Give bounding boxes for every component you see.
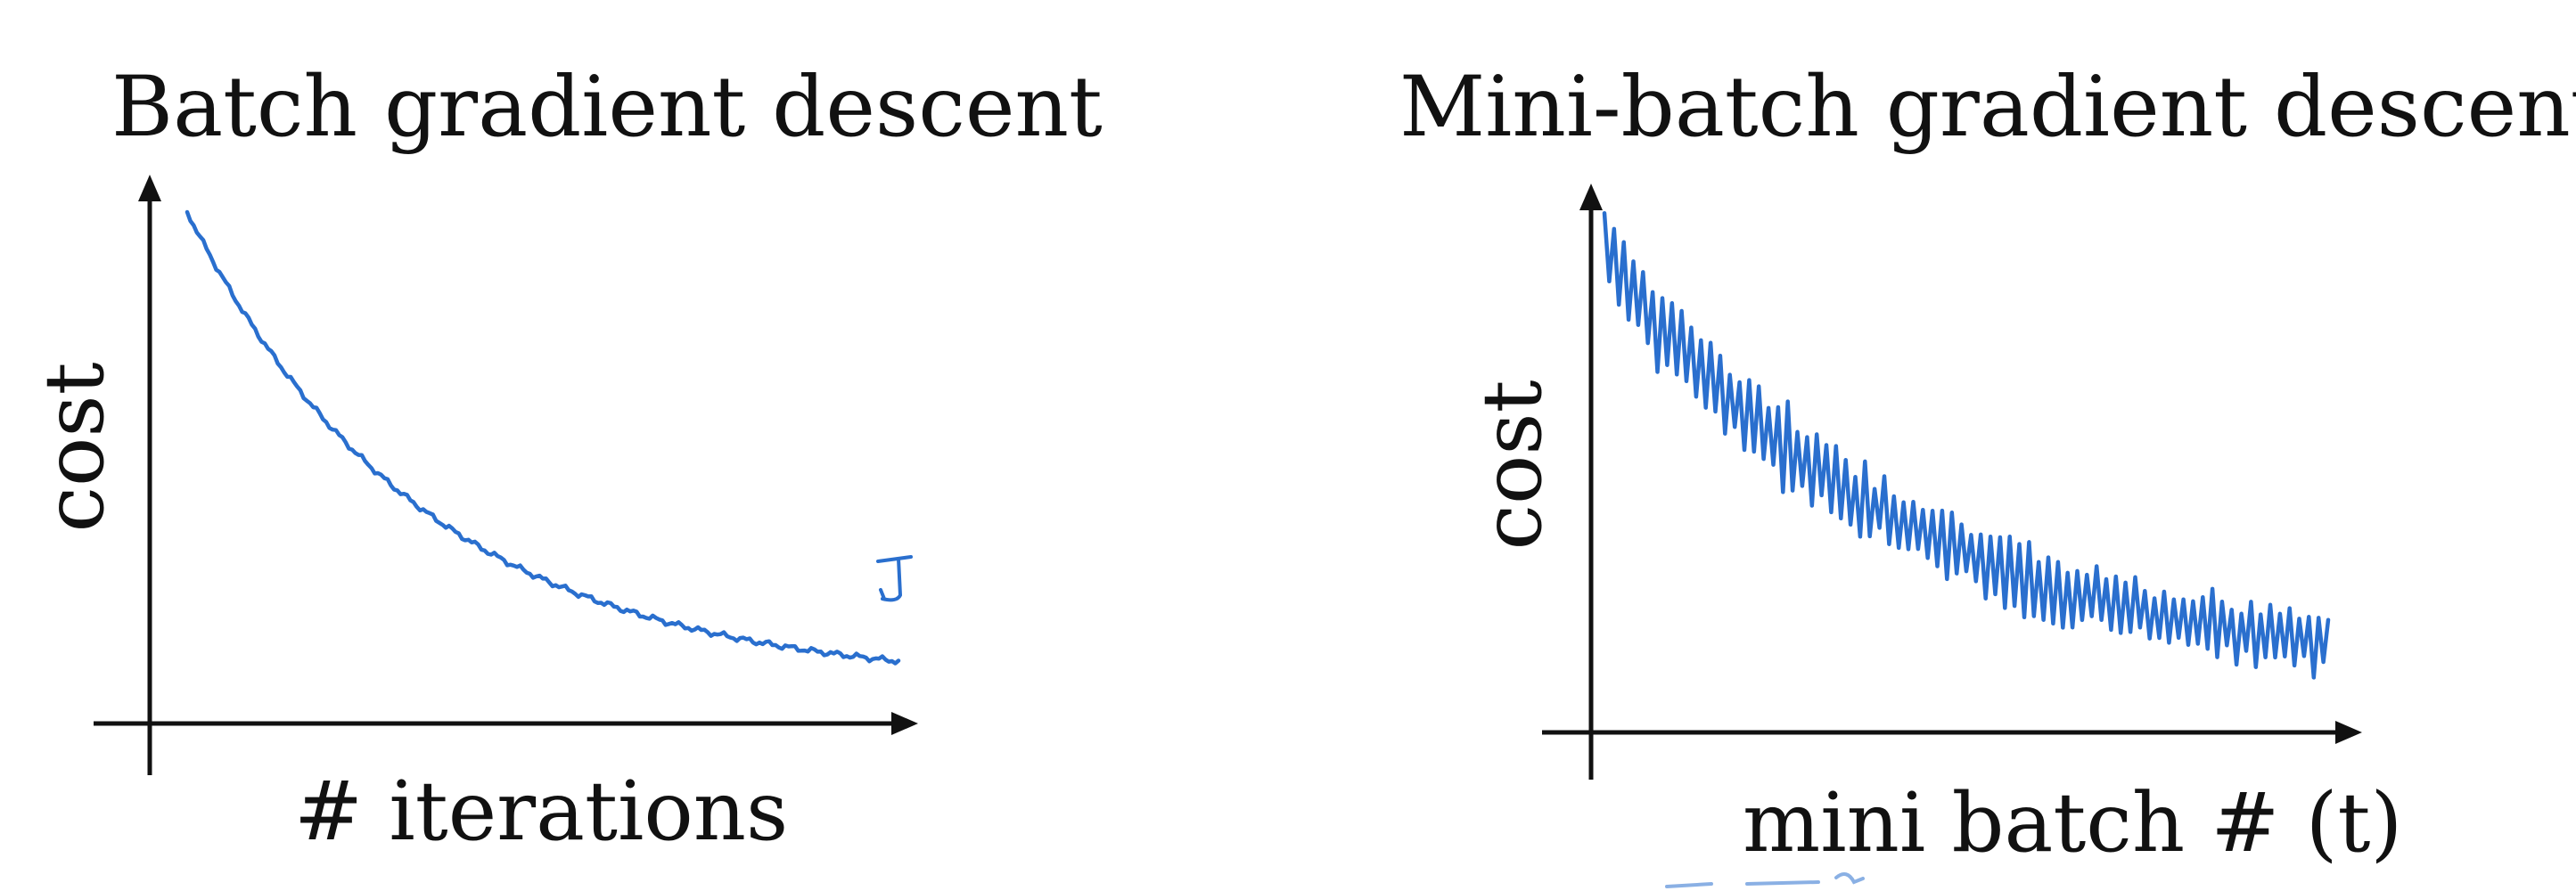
- batch-title: Batch gradient descent: [111, 59, 1103, 156]
- cost-j-annotation: J: [876, 555, 913, 602]
- batch-y-axis-arrowhead: [138, 175, 161, 201]
- minibatch-cost-curve: [1602, 210, 2331, 680]
- minibatch-y-label: cost: [1464, 380, 1560, 550]
- batch-x-label: # iterations: [294, 764, 788, 859]
- batch-y-label: cost: [27, 362, 122, 532]
- batch-panel: Batch gradient descent cost # iterations…: [27, 59, 1103, 859]
- minibatch-x-label: mini batch # (t): [1743, 775, 2402, 871]
- batch-x-axis-arrowhead: [891, 712, 918, 735]
- handwritten-scribble-partial: [1665, 872, 1865, 888]
- minibatch-title: Mini-batch gradient descent: [1399, 59, 2576, 156]
- minibatch-panel: Mini-batch gradient descent cost mini ba…: [1399, 59, 2576, 888]
- batch-cost-curve: [185, 209, 901, 666]
- minibatch-y-axis-arrowhead: [1579, 184, 1603, 210]
- minibatch-x-axis-arrowhead: [2335, 721, 2362, 744]
